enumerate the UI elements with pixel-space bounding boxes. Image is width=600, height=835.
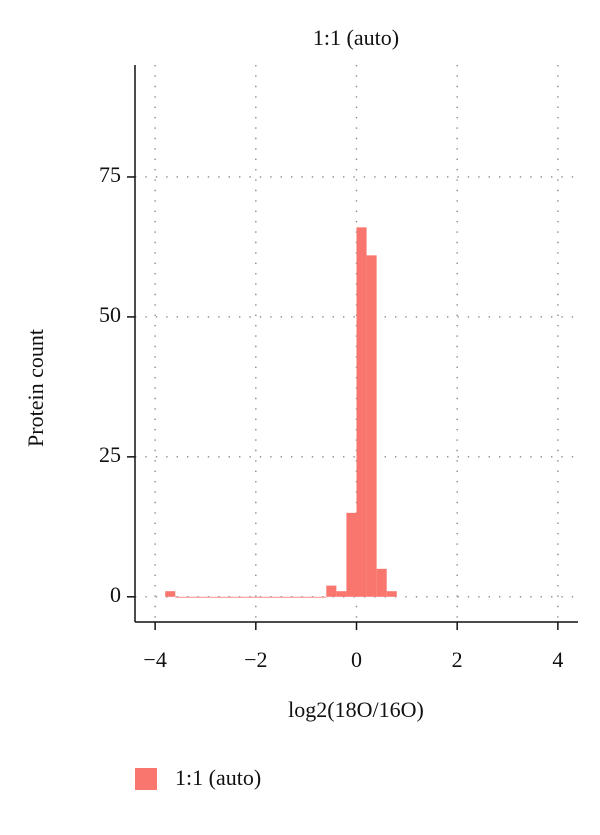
x-tick-label: 4 [552,647,563,672]
bar [205,596,216,598]
bar [306,596,317,598]
bar [275,596,287,598]
bar [346,512,357,597]
x-tick-label: −4 [143,647,166,672]
bar [255,596,266,598]
bar [286,596,297,598]
bar [265,596,276,598]
x-tick-label: −2 [244,647,267,672]
bar [326,585,337,597]
bar [376,568,387,597]
x-axis-label: log2(18O/16O) [288,697,424,722]
bar [185,596,196,598]
bar [336,591,347,597]
bar [195,596,206,598]
bar [296,596,307,598]
x-tick-label: 0 [351,647,362,672]
bar [215,596,226,598]
bar [165,591,176,597]
legend-swatch [135,768,157,790]
legend-label: 1:1 (auto) [175,765,261,790]
bar [175,596,186,598]
y-axis-label: Protein count [23,329,48,447]
x-tick-label: 2 [452,647,463,672]
chart-title: 1:1 (auto) [313,25,399,50]
y-tick-label: 25 [99,442,121,467]
y-tick-label: 75 [99,162,121,187]
bar [316,596,327,598]
bar [225,596,236,598]
y-tick-label: 50 [99,302,121,327]
bar [366,255,377,597]
bar [235,596,246,598]
bar [245,596,256,598]
bar [356,227,367,597]
bar [386,591,397,597]
y-tick-label: 0 [110,582,121,607]
